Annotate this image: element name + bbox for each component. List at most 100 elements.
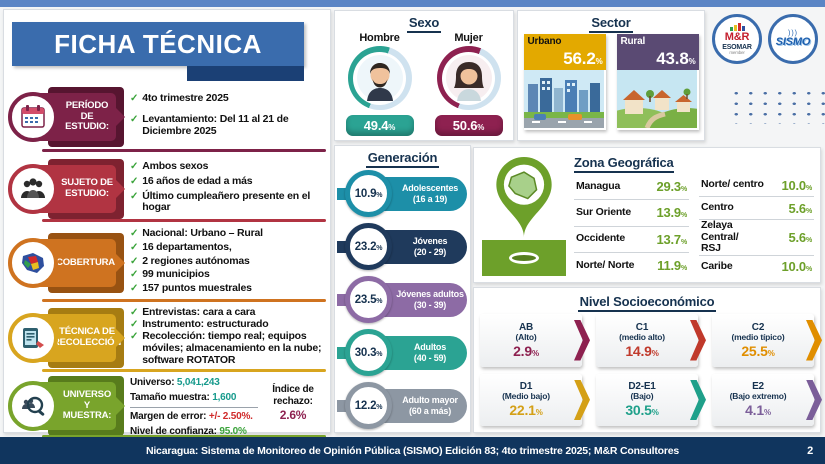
cobertura-item: ✓ 16 departamentos, (130, 240, 232, 253)
nivel-card-c2: C2 (medio típico) 25.5% (712, 314, 822, 367)
logo-chart-icon (729, 22, 745, 31)
tecnica-item: ✓ Entrevistas: cara a cara (130, 305, 256, 318)
periodo-item: ✓ Levantamiento: Del 11 al 21 de Diciembr… (130, 113, 289, 137)
calendar-icon (8, 92, 58, 142)
cobertura-item: ✓ 157 puntos muestrales (130, 282, 252, 295)
rural-value: 43.8% (656, 49, 696, 68)
tablet-icon (8, 313, 58, 363)
sector-urbano-tile: Urbano 56.2% (523, 34, 606, 130)
periodo-label: PERÍODO DE ESTUDIO: (65, 99, 109, 133)
generacion-panel: Generación Adolescentes (16 a 19) 10.9% J… (334, 145, 471, 433)
male-avatar (356, 55, 403, 101)
nivel-title: Nivel Socioeconómico (577, 294, 717, 312)
female-avatar (445, 55, 492, 101)
nivel-grid: AB (Alto) 2.9% C1 (medio alto) 14.9% C2 (me… (480, 314, 822, 426)
mujer-value-pill: 50.6% (434, 115, 503, 136)
page-title-banner: FICHA TÉCNICA (12, 22, 304, 66)
hombre-value-pill: 49.4% (345, 115, 414, 136)
mujer-label: Mujer (454, 32, 483, 44)
hombre-ring-chart (347, 46, 412, 110)
chevron-right-icon (574, 320, 590, 361)
zona-row: Managua 29.3% (574, 174, 689, 201)
section-periodo: PERÍODO DE ESTUDIO: ✓ 4to trimestre 2025 … (8, 82, 326, 152)
zona-row: Norte/ centro 10.0% (699, 174, 814, 198)
footer-bar: Nicaragua: Sistema de Monitoreo de Opini… (0, 437, 825, 464)
nivel-card-e2: E2 (Bajo extremo) 4.1% (712, 373, 822, 426)
urbano-label: Urbano (527, 36, 562, 47)
sexo-hombre: Hombre 49.4% (338, 32, 422, 136)
sector-rural-tile: Rural 43.8% (616, 34, 699, 130)
sujeto-item: ✓ 16 años de edad a más (130, 174, 253, 187)
rural-label: Rural (620, 36, 646, 47)
chevron-right-icon (806, 320, 822, 361)
generacion-row-adolescentes: Adolescentes (16 a 19) 10.9% (335, 168, 470, 219)
universo-row: Nivel de confianza: 95.0% (130, 425, 247, 437)
nicaragua-map-icon (8, 238, 58, 288)
cobertura-item: ✓ 2 regiones autónomas (130, 254, 250, 267)
zona-row: Norte/ Norte 11.9% (576, 257, 687, 273)
sujeto-item: ✓ Ambos sexos (130, 160, 209, 172)
universo-row: Tamaño muestra: 1,600 (130, 391, 237, 403)
magnifier-people-icon (8, 381, 58, 431)
sujeto-label: SUJETO DE ESTUDIO: (61, 177, 113, 199)
universo-row: Universo: 5,041,243 (130, 377, 220, 388)
zona-row: Caribe 10.0% (701, 259, 812, 275)
sismo-logo: ))) SISMO (768, 14, 818, 64)
sexo-mujer: Mujer 50.6% (427, 32, 511, 136)
sexo-title: Sexo (406, 15, 442, 33)
mujer-ring-chart (436, 46, 501, 110)
people-icon (8, 164, 58, 214)
section-sujeto: SUJETO DE ESTUDIO: ✓ Ambos sexos ✓ 16 años… (8, 156, 326, 222)
nivel-card-ab: AB (Alto) 2.9% (480, 314, 590, 367)
nivel-card-c1: C1 (medio alto) 14.9% (596, 314, 706, 367)
map-pin-base (482, 240, 566, 276)
top-accent-bar (0, 0, 825, 7)
city-illustration (523, 70, 604, 128)
universo-row: Margen de error: +/- 2.50%. (130, 411, 253, 422)
chevron-right-icon (806, 379, 822, 420)
universo-label: UNIVERSO Y MUESTRA: (62, 388, 112, 422)
periodo-item: ✓ 4to trimestre 2025 (130, 92, 229, 105)
zona-row: Centro 5.6% (699, 197, 814, 221)
universo-stats: Universo: 5,041,243 Tamaño muestra: 1,60… (130, 377, 260, 440)
nivel-socioeconomico-panel: Nivel Socioeconómico AB (Alto) 2.9% C1 (me… (473, 287, 822, 433)
map-pin-icon (480, 152, 568, 280)
decorative-dots-grid (727, 86, 825, 124)
cobertura-item: ✓ 99 municipios (130, 268, 210, 281)
footer-text: Nicaragua: Sistema de Monitoreo de Opini… (145, 444, 680, 457)
mr-consultores-logo: M&R ESOMAR member (712, 14, 762, 64)
village-illustration (616, 70, 697, 128)
hombre-label: Hombre (359, 32, 400, 44)
sujeto-item: ✓ Último cumpleañero presente en el hogar (130, 189, 311, 214)
tecnica-item: ✓ Recolección: tiempo real; equipos móvil… (130, 330, 322, 366)
section-tecnica: TÉCNICA DE RECOLECCIÓN ✓ Entrevistas: car… (8, 304, 326, 372)
tecnica-label: TÉCNICA DE RECOLECCIÓN (53, 326, 121, 348)
zona-title: Zona Geográfica (574, 155, 674, 173)
page-number: 2 (807, 444, 813, 457)
nivel-card-d2e1: D2-E1 (Bajo) 30.5% (596, 373, 706, 426)
section-cobertura: COBERTURA: ✓ Nacional: Urbano – Rural ✓ 16… (8, 224, 326, 302)
page-title: FICHA TÉCNICA (54, 28, 262, 59)
cobertura-item: ✓ Nacional: Urbano – Rural (130, 227, 263, 240)
sexo-panel: Sexo Hombre 49.4% (334, 10, 514, 141)
indice-rechazo: Índice de rechazo: 2.6% (272, 384, 314, 422)
generacion-row-jovenes-adultos: Jóvenes adultos (30 - 39) 23.5% (335, 274, 470, 325)
cobertura-label: COBERTURA: (56, 256, 118, 268)
generacion-row-jovenes: Jóvenes (20 - 29) 23.2% (335, 221, 470, 272)
section-universo: UNIVERSO Y MUESTRA: Universo: 5,041,243 … (8, 374, 326, 438)
zona-table: Managua 29.3% Sur Oriente 13.9% Occidente 1… (574, 174, 814, 278)
chevron-right-icon (690, 379, 706, 420)
divider (130, 407, 258, 408)
tecnica-item: ✓ Instrumento: estructurado (130, 317, 269, 330)
zona-geografica-panel: Zona Geográfica Managua 29.3% Sur Oriente… (473, 147, 821, 283)
generacion-title: Generación (365, 150, 440, 168)
sector-panel: Sector Urbano 56.2% (517, 10, 705, 141)
zona-row: Occidente 13.7% (574, 227, 689, 253)
chevron-right-icon (574, 379, 590, 420)
generacion-row-adultos: Adultos (40 - 59) 30.3% (335, 327, 470, 378)
banner-accent (187, 66, 304, 81)
zona-row: Sur Oriente 13.9% (574, 200, 689, 227)
ficha-tecnica-panel: FICHA TÉCNICA PERÍODO DE ESTUDIO: ✓ 4to t… (3, 9, 331, 438)
nivel-card-d1: D1 (Medio bajo) 22.1% (480, 373, 590, 426)
